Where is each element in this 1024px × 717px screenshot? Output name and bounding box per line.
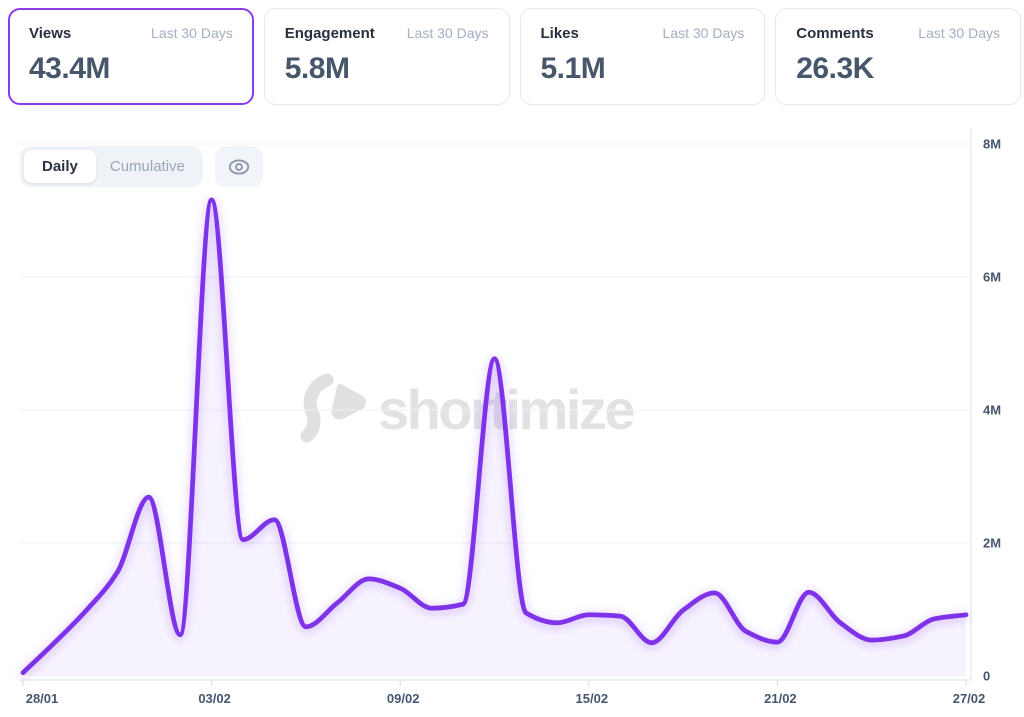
card-period: Last 30 Days — [406, 25, 489, 41]
card-value: 26.3K — [796, 52, 874, 85]
stat-card-comments[interactable]: Comments Last 30 Days 26.3K — [775, 8, 1021, 105]
views-daily-chart[interactable]: 28/01 03/02 09/02 15/02 21/02 27/02 0 2M 4M 6M 8M — [0, 125, 1024, 717]
x-tick-label: 15/02 — [576, 691, 609, 706]
x-tick-label: 09/02 — [387, 691, 420, 706]
stat-card-views[interactable]: Views Last 30 Days 43.4M — [8, 8, 254, 105]
x-tick-label: 21/02 — [764, 691, 797, 706]
chart-toolbar: Daily Cumulative — [20, 146, 263, 187]
y-tick-label: 0 — [983, 669, 990, 684]
x-tick-label: 03/02 — [198, 691, 231, 706]
toggle-cumulative[interactable]: Cumulative — [109, 158, 185, 175]
stat-cards-row: Views Last 30 Days 43.4M Engagement Last… — [8, 8, 1021, 105]
card-label: Likes — [540, 25, 579, 42]
chart-area-fill — [23, 199, 966, 676]
card-period: Last 30 Days — [918, 25, 1000, 41]
eye-icon — [228, 158, 250, 175]
y-tick-label: 4M — [983, 403, 1001, 418]
card-period: Last 30 Days — [151, 25, 233, 41]
y-tick-label: 2M — [983, 536, 1001, 551]
y-tick-label: 6M — [983, 270, 1001, 285]
card-label: Engagement — [284, 25, 375, 42]
toggle-daily[interactable]: Daily — [24, 150, 96, 183]
card-header: Views Last 30 Days — [29, 25, 233, 42]
card-header: Comments Last 30 Days — [796, 25, 1000, 42]
card-label: Views — [29, 25, 72, 42]
daily-cumulative-toggle: Daily Cumulative — [20, 146, 203, 187]
x-tick-label: 28/01 — [26, 691, 59, 706]
stat-card-engagement[interactable]: Engagement Last 30 Days 5.8M — [263, 8, 510, 105]
visibility-toggle-button[interactable] — [214, 146, 263, 187]
card-period: Last 30 Days — [662, 25, 745, 41]
card-value: 5.8M — [284, 52, 350, 85]
card-value: 5.1M — [540, 52, 606, 85]
stat-card-likes[interactable]: Likes Last 30 Days 5.1M — [519, 8, 766, 105]
card-header: Likes Last 30 Days — [541, 25, 745, 42]
card-header: Engagement Last 30 Days — [285, 25, 489, 42]
y-tick-label: 8M — [983, 137, 1001, 152]
card-value: 43.4M — [29, 52, 110, 85]
chart-line — [20, 197, 969, 676]
x-tick-label: 27/02 — [953, 691, 986, 706]
card-label: Comments — [796, 25, 874, 42]
